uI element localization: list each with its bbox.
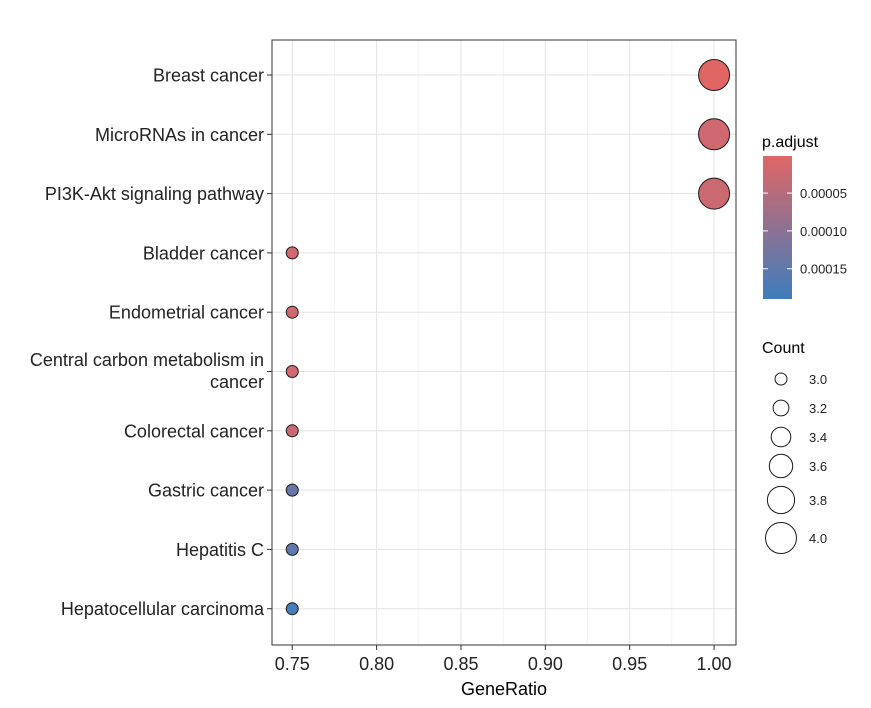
y-tick-label: Hepatitis C: [176, 540, 264, 560]
y-tick-label: Endometrial cancer: [109, 303, 264, 323]
x-axis: 0.75 0.80 0.85 0.90 0.95 1.00: [275, 645, 732, 674]
size-legend-key: [774, 372, 788, 386]
size-legend-key: [768, 453, 794, 479]
size-legend-label: 3.8: [809, 493, 827, 508]
data-point: [285, 246, 299, 260]
y-tick-label: Bladder cancer: [143, 243, 264, 263]
size-legend-label: 3.4: [809, 430, 827, 445]
data-point: [285, 602, 299, 616]
data-point: [698, 59, 731, 91]
color-legend-bar: [763, 156, 792, 299]
data-point: [285, 365, 299, 378]
y-tick-label: Hepatocellular carcinoma: [61, 599, 265, 619]
size-legend: Count 3.0 3.2 3.4 3.6 3.8 4.0: [762, 340, 827, 554]
plot-panel-border: [271, 39, 737, 646]
data-point: [285, 483, 299, 497]
size-legend-label: 3.0: [809, 372, 827, 387]
grid-lines: [272, 40, 736, 645]
y-tick-label: MicroRNAs in cancer: [95, 125, 264, 145]
x-axis-title: GeneRatio: [461, 679, 547, 699]
color-legend-label: 0.00015: [800, 262, 847, 277]
color-legend-label: 0.00010: [800, 224, 847, 239]
y-tick-label: PI3K-Akt signaling pathway: [45, 184, 264, 204]
size-legend-key: [766, 485, 796, 515]
size-legend-label: 3.2: [809, 401, 827, 416]
y-axis: Breast cancer MicroRNAs in cancer PI3K-Akt…: [30, 66, 272, 619]
size-legend-key: [765, 522, 797, 554]
data-point: [285, 305, 299, 319]
data-point: [698, 118, 731, 151]
size-legend-label: 3.6: [809, 459, 827, 474]
size-legend-title: Count: [762, 340, 805, 357]
y-tick-label: Gastric cancer: [148, 481, 264, 501]
x-tick-label: 0.75: [275, 654, 310, 674]
x-tick-label: 0.95: [612, 654, 647, 674]
size-legend-key: [770, 426, 792, 448]
color-legend-label: 0.00005: [800, 186, 847, 201]
data-point: [285, 542, 299, 556]
y-tick-label: Colorectal cancer: [124, 421, 264, 441]
color-legend: p.adjust 0.00005 0.00010 0.00015: [762, 134, 847, 299]
x-tick-label: 0.90: [528, 654, 563, 674]
y-tick-label: Central carbon metabolism in cancer: [30, 350, 264, 392]
x-tick-label: 0.80: [359, 654, 394, 674]
size-legend-label: 4.0: [809, 531, 827, 546]
data-points: [285, 59, 731, 616]
data-point: [698, 177, 731, 210]
data-point: [285, 424, 299, 438]
color-legend-title: p.adjust: [762, 134, 819, 151]
y-tick-label: Breast cancer: [153, 66, 264, 86]
x-tick-label: 1.00: [697, 654, 732, 674]
x-tick-label: 0.85: [443, 654, 478, 674]
size-legend-key: [772, 399, 790, 417]
